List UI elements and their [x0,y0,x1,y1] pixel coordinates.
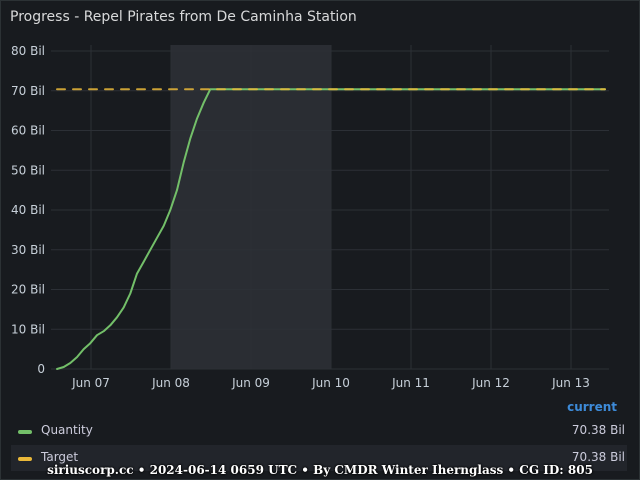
legend-item-target[interactable]: Target 70.38 Bil [11,445,627,471]
x-tick-label: Jun 13 [551,376,590,390]
legend-value: 70.38 Bil [571,450,625,464]
y-tick-label: 20 Bil [11,283,45,297]
legend-value: 70.38 Bil [571,423,625,437]
legend-label: Quantity [41,423,93,437]
y-tick-label: 30 Bil [11,243,45,257]
panel-title[interactable]: Progress - Repel Pirates from De Caminha… [10,9,357,25]
y-tick-label: 50 Bil [11,163,45,177]
y-tick-label: 60 Bil [11,124,45,138]
y-tick-label: 40 Bil [11,203,45,217]
x-tick-label: Jun 08 [151,376,190,390]
footer-credits: siriuscorp.cc • 2024-06-14 0659 UTC • By… [47,463,593,477]
legend-current-header[interactable]: current [567,400,617,414]
line-chart: 0 10 Bil 20 Bil 30 Bil 40 Bil 50 Bil 60 Bil 70 … [11,44,609,390]
series-line-quantity [56,88,606,370]
x-tick-label: Jun 07 [71,376,110,390]
y-tick-label: 80 Bil [11,44,45,58]
x-tick-label: Jun 09 [231,376,270,390]
y-tick-label: 0 [37,362,45,376]
y-tick-label: 70 Bil [11,84,45,98]
x-tick-label: Jun 10 [311,376,350,390]
y-tick-label: 10 Bil [11,322,45,336]
legend-item-quantity[interactable]: Quantity 70.38 Bil [11,418,627,444]
legend-label: Target [41,450,79,464]
x-tick-label: Jun 11 [391,376,430,390]
legend-swatch-target [18,457,32,461]
x-tick-label: Jun 12 [471,376,510,390]
legend-swatch-quantity [18,430,32,434]
